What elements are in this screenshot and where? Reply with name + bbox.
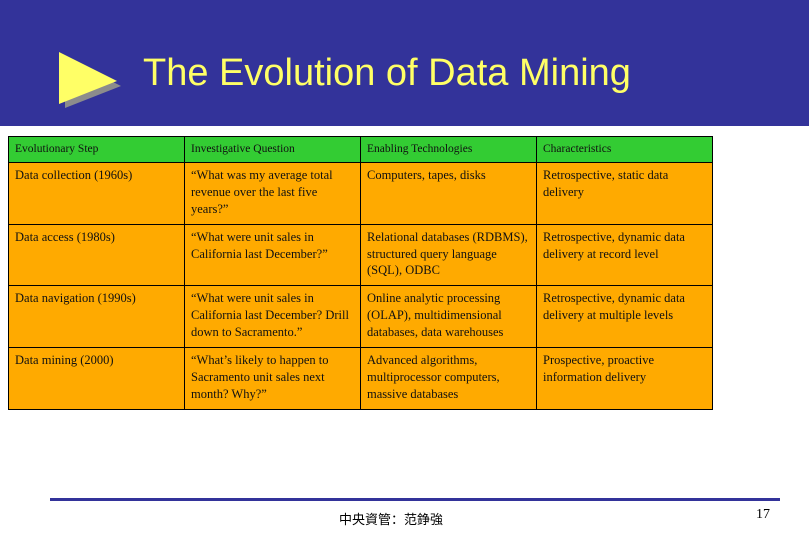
evolution-table: Evolutionary Step Investigative Question… [8, 136, 713, 410]
table-cell: Relational databases (RDBMS), structured… [360, 223, 537, 287]
table-cell: “What were unit sales in California last… [184, 285, 361, 348]
table-cell: Retrospective, dynamic data delivery at … [536, 285, 713, 348]
table-cell: Retrospective, static data delivery [536, 162, 713, 225]
table-cell: Data mining (2000) [8, 346, 185, 410]
slide-title: The Evolution of Data Mining [143, 52, 631, 94]
table-cell: Prospective, proactive information deliv… [536, 346, 713, 410]
table-cell: “What’s likely to happen to Sacramento u… [184, 346, 361, 410]
table-cell: Data navigation (1990s) [8, 285, 185, 348]
table-cell: Online analytic processing (OLAP), multi… [360, 285, 537, 348]
header-cell-evolutionary-step: Evolutionary Step [8, 136, 185, 163]
table-cell: Data access (1980s) [8, 223, 185, 287]
footer-credit: 中央資管：范錚強 [339, 513, 444, 528]
right-arrow-icon [59, 52, 121, 108]
header-cell-investigative-question: Investigative Question [184, 136, 361, 163]
table-cell: Retrospective, dynamic data delivery at … [536, 223, 713, 287]
table-row: Data navigation (1990s) “What were unit … [8, 285, 713, 348]
header-cell-enabling-technologies: Enabling Technologies [360, 136, 537, 163]
table-cell: Computers, tapes, disks [360, 162, 537, 225]
footer-divider [50, 498, 780, 501]
table-row: Data collection (1960s) “What was my ave… [8, 162, 713, 225]
table-cell: Advanced algorithms, multiprocessor comp… [360, 346, 537, 410]
page-number: 17 [756, 507, 770, 522]
table-cell: “What was my average total revenue over … [184, 162, 361, 225]
header-band [0, 0, 809, 126]
table-header-row: Evolutionary Step Investigative Question… [8, 136, 713, 163]
table-cell: Data collection (1960s) [8, 162, 185, 225]
table-cell: “What were unit sales in California last… [184, 223, 361, 287]
header-cell-characteristics: Characteristics [536, 136, 713, 163]
table-row: Data access (1980s) “What were unit sale… [8, 223, 713, 287]
table-row: Data mining (2000) “What’s likely to hap… [8, 346, 713, 410]
